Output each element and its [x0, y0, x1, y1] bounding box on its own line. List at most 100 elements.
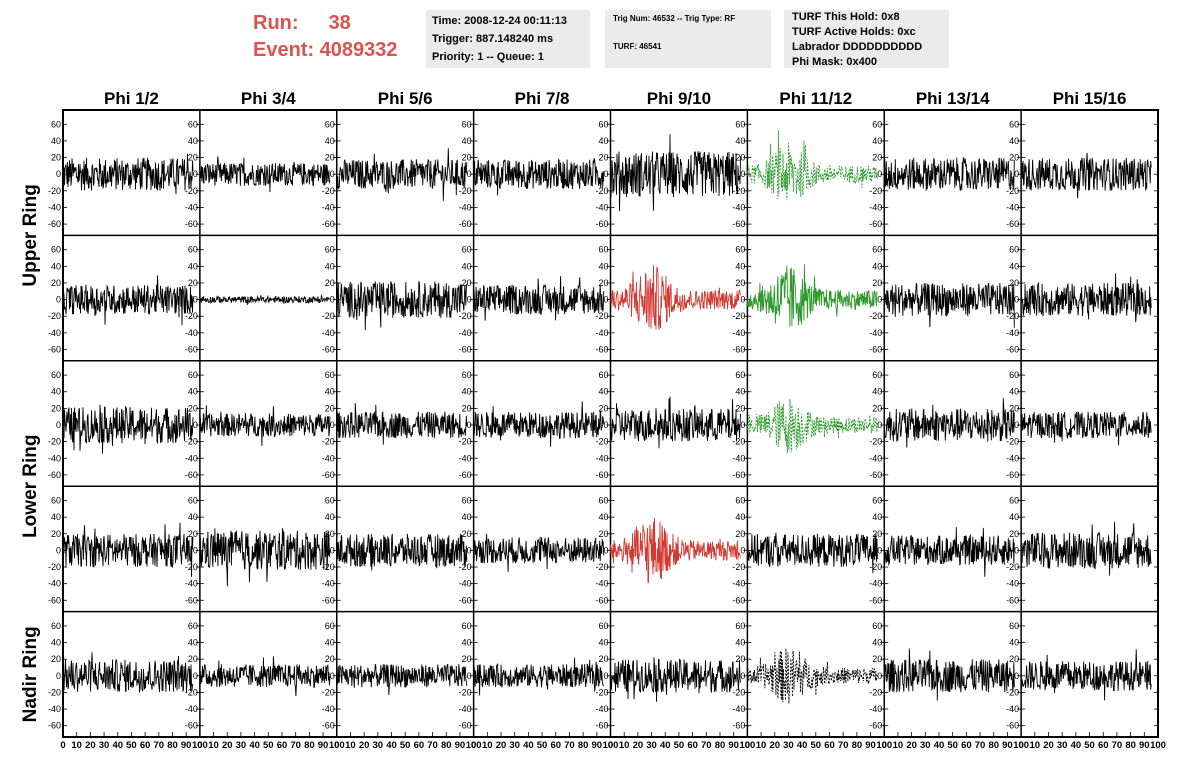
y-tick-label: 40 — [188, 387, 198, 397]
y-tick-label: 60 — [51, 496, 61, 506]
y-tick-label: 20 — [462, 153, 472, 163]
y-tick-label: 60 — [462, 370, 472, 380]
y-tick-label: 0 — [330, 169, 335, 179]
y-tick-label: -20 — [459, 687, 472, 697]
y-tick-label: -20 — [185, 687, 198, 697]
y-tick-label: -40 — [732, 328, 745, 338]
y-tick-label: -60 — [185, 344, 198, 354]
y-tick-label: 0 — [877, 295, 882, 305]
y-tick-label: 60 — [462, 245, 472, 255]
y-tick-label: 0 — [1014, 295, 1019, 305]
y-tick-label: -20 — [1006, 562, 1019, 572]
x-tick-label: 20 — [85, 740, 96, 751]
y-tick-label: 0 — [56, 295, 61, 305]
y-tick-label: 0 — [330, 671, 335, 681]
y-tick-label: 60 — [598, 245, 608, 255]
y-tick-label: -20 — [595, 186, 608, 196]
y-tick-label: -60 — [48, 344, 61, 354]
x-tick-label: 70 — [975, 740, 986, 751]
y-tick-label: 20 — [462, 529, 472, 539]
x-tick-label: 0 — [60, 740, 65, 751]
y-tick-label: -40 — [185, 328, 198, 338]
y-tick-label: -40 — [595, 453, 608, 463]
y-tick-label: 40 — [735, 261, 745, 271]
y-tick-label: 40 — [51, 136, 61, 146]
y-tick-label: -40 — [869, 328, 882, 338]
y-tick-label: -20 — [185, 311, 198, 321]
turf-info-box: TURF This Hold: 0x8 TURF Active Holds: 0… — [784, 10, 949, 68]
y-tick-label: -60 — [1006, 344, 1019, 354]
x-tick-label: 80 — [1125, 740, 1136, 751]
y-tick-label: -20 — [869, 437, 882, 447]
y-tick-label: -60 — [48, 595, 61, 605]
x-tick-label: 50 — [126, 740, 137, 751]
waveform-trace — [62, 522, 194, 577]
y-tick-label: -40 — [595, 704, 608, 714]
x-tick-label: 60 — [687, 740, 698, 751]
y-tick-label: -20 — [185, 437, 198, 447]
y-tick-label: 40 — [325, 638, 335, 648]
trigger-text: Trigger: 887.148240 ms — [432, 33, 554, 45]
x-tick-label: 40 — [112, 740, 123, 751]
y-tick-label: 40 — [872, 136, 882, 146]
y-tick-label: 60 — [872, 621, 882, 631]
y-tick-label: 20 — [51, 654, 61, 664]
x-tick-label: 100 — [876, 740, 892, 751]
x-tick-label: 80 — [988, 740, 999, 751]
x-tick-label: 0 — [882, 740, 887, 751]
y-tick-label: -20 — [48, 186, 61, 196]
y-tick-label: 40 — [51, 512, 61, 522]
x-tick-label: 40 — [249, 740, 260, 751]
waveform-trace — [62, 652, 194, 693]
y-tick-label: -40 — [185, 704, 198, 714]
x-tick-label: 70 — [701, 740, 712, 751]
ring-label: Nadir Ring — [20, 626, 41, 722]
y-tick-label: -40 — [48, 328, 61, 338]
y-tick-label: -60 — [732, 470, 745, 480]
x-tick-label: 50 — [674, 740, 685, 751]
y-tick-label: 0 — [740, 169, 745, 179]
x-tick-label: 30 — [99, 740, 110, 751]
y-tick-label: 40 — [51, 638, 61, 648]
y-tick-label: -20 — [595, 437, 608, 447]
y-tick-label: -20 — [322, 562, 335, 572]
y-tick-label: -60 — [48, 721, 61, 731]
waveform-trace — [746, 648, 878, 704]
waveform-trace — [610, 518, 741, 584]
y-tick-label: -20 — [1006, 687, 1019, 697]
waveform-trace — [473, 401, 605, 447]
x-tick-label: 70 — [154, 740, 165, 751]
waveform-trace — [473, 158, 605, 196]
y-tick-label: 40 — [325, 387, 335, 397]
y-tick-label: 0 — [1014, 169, 1019, 179]
turf-hold-text: TURF This Hold: 0x8 — [792, 11, 900, 23]
waveform-trace — [199, 156, 331, 193]
y-tick-label: 0 — [740, 420, 745, 430]
waveform-trace — [610, 396, 741, 449]
y-tick-label: -20 — [732, 687, 745, 697]
y-tick-label: -40 — [48, 579, 61, 589]
x-tick-label: 30 — [920, 740, 931, 751]
y-tick-label: 60 — [735, 370, 745, 380]
y-tick-label: 0 — [1014, 420, 1019, 430]
y-tick-label: -20 — [48, 687, 61, 697]
y-tick-label: 20 — [735, 654, 745, 664]
y-tick-label: 60 — [325, 496, 335, 506]
x-tick-label: 20 — [496, 740, 507, 751]
y-tick-label: -20 — [48, 437, 61, 447]
y-tick-label: -60 — [869, 595, 882, 605]
x-tick-label: 100 — [192, 740, 208, 751]
x-tick-label: 20 — [359, 740, 370, 751]
y-tick-label: -40 — [869, 202, 882, 212]
y-tick-label: 40 — [598, 136, 608, 146]
y-tick-label: -60 — [185, 721, 198, 731]
y-tick-label: 20 — [51, 403, 61, 413]
y-tick-label: -40 — [595, 579, 608, 589]
x-tick-label: 20 — [906, 740, 917, 751]
x-tick-label: 100 — [1013, 740, 1029, 751]
y-tick-label: -40 — [322, 453, 335, 463]
x-tick-label: 10 — [71, 740, 82, 751]
y-tick-label: -60 — [1006, 595, 1019, 605]
y-tick-label: 0 — [330, 295, 335, 305]
